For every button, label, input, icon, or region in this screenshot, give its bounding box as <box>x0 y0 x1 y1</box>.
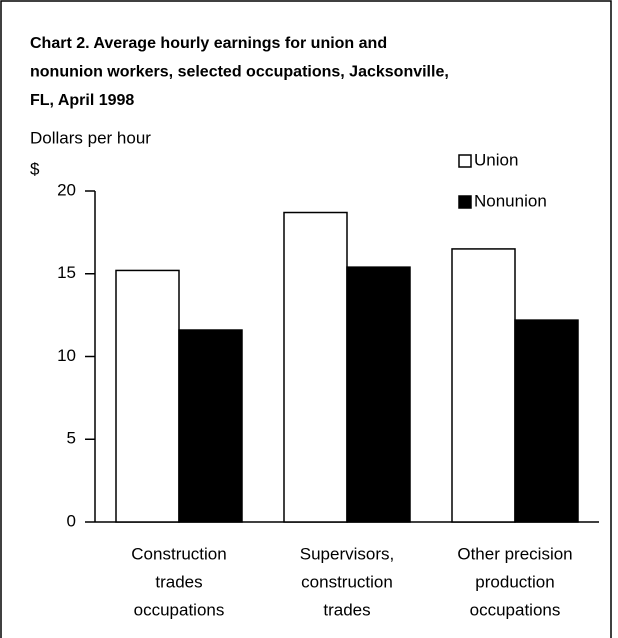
y-tick-label: 15 <box>57 263 76 282</box>
x-tick-label: trades <box>323 600 370 619</box>
legend-label: Nonunion <box>474 191 547 210</box>
bar <box>115 269 180 523</box>
bar <box>451 248 516 523</box>
bar <box>346 266 411 523</box>
x-tick-label: occupations <box>134 600 225 619</box>
legend-label: Union <box>474 150 518 169</box>
x-tick-label: construction <box>301 572 393 591</box>
bar <box>178 329 243 523</box>
y-tick-label: 10 <box>57 346 76 365</box>
chart-title: FL, April 1998 <box>30 92 134 109</box>
bar <box>514 319 579 523</box>
x-tick-label: Other precision <box>457 544 572 563</box>
y-axis-label: Dollars per hour <box>30 128 151 147</box>
bar <box>283 211 348 523</box>
x-tick-label: Supervisors, <box>300 544 394 563</box>
x-tick-label: production <box>475 572 554 591</box>
x-tick-label: occupations <box>470 600 561 619</box>
x-tick-label: Construction <box>131 544 226 563</box>
legend-swatch <box>458 154 472 168</box>
y-axis-unit: $ <box>30 159 40 178</box>
y-tick-label: 0 <box>67 511 76 530</box>
chart-title: nonunion workers, selected occupations, … <box>30 64 449 81</box>
chart-title: Chart 2. Average hourly earnings for uni… <box>30 35 387 52</box>
legend-swatch <box>458 195 472 209</box>
y-tick-label: 5 <box>67 429 76 448</box>
x-tick-label: trades <box>155 572 202 591</box>
y-tick-label: 20 <box>57 180 76 199</box>
